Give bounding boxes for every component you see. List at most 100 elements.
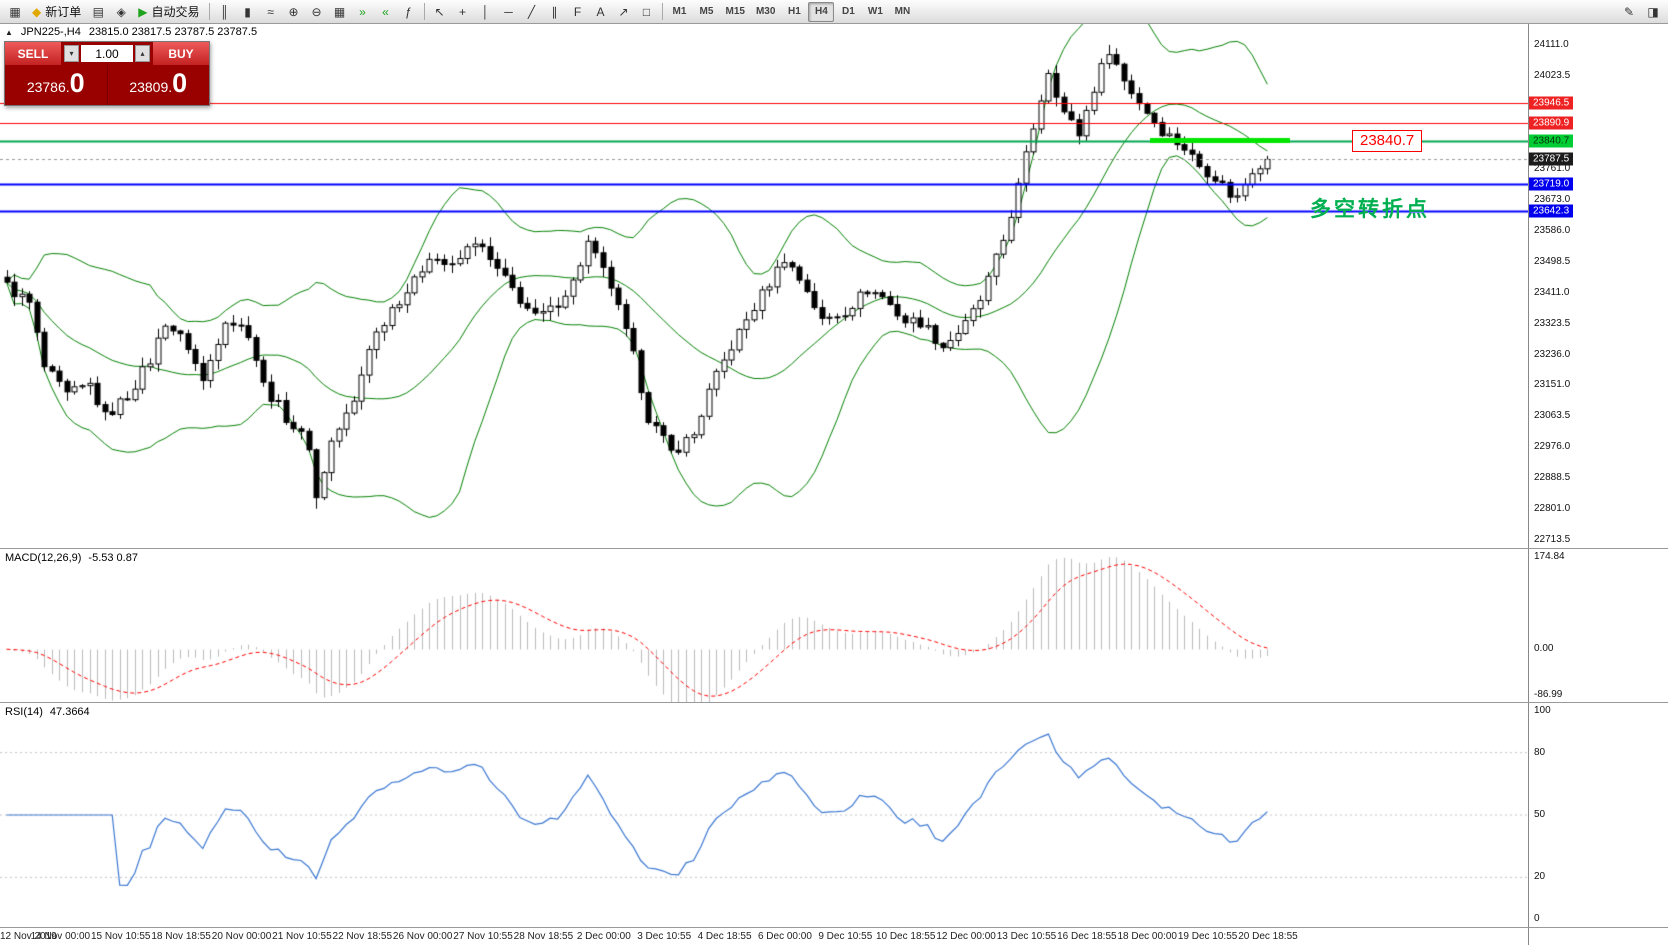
- auto-trading-button[interactable]: ▶ 自动交易: [133, 2, 204, 22]
- volume-input[interactable]: 1.00: [81, 45, 133, 62]
- rsi-value: 47.3664: [49, 706, 90, 718]
- timeframe-m30[interactable]: M30: [755, 6, 776, 17]
- channel-icon: ∥: [551, 4, 558, 19]
- annotation-text[interactable]: 多空转折点: [1310, 197, 1430, 221]
- scale-label: 22801.0: [1534, 502, 1571, 514]
- time-axis-label: 9 Dec 10:55: [818, 931, 873, 942]
- window-list-button[interactable]: ◨: [1642, 2, 1664, 22]
- rsi-pane[interactable]: RSI(14) 47.3664: [0, 703, 1528, 927]
- channel-button[interactable]: ∥: [544, 2, 566, 22]
- tile-windows-button[interactable]: ▦: [329, 2, 351, 22]
- tile-windows-icon: ▦: [333, 4, 346, 19]
- scale-label: 0.00: [1534, 643, 1554, 655]
- bar-chart-button[interactable]: ║: [214, 2, 236, 22]
- timeframe-m5[interactable]: M5: [699, 6, 714, 17]
- auto-scroll-icon: »: [359, 4, 366, 19]
- timeframe-m15[interactable]: M15: [725, 6, 745, 17]
- candlestick-chart-icon: ▮: [244, 4, 251, 19]
- price-chart-canvas[interactable]: [0, 24, 1528, 548]
- cursor-button[interactable]: ↖: [429, 2, 451, 22]
- time-axis-label: 28 Nov 18:55: [513, 931, 574, 942]
- window-list-icon: ◨: [1647, 4, 1659, 19]
- rsi-label: RSI(14) 47.3664: [5, 706, 90, 718]
- chart-symbol-period: JPN225-,H4: [20, 26, 81, 38]
- time-axis[interactable]: 12 Nov 2019 14 Nov 00:00 15 Nov 10:55 18 No…: [0, 928, 1528, 945]
- volume-control: ▾ 1.00 ▴: [61, 42, 153, 65]
- macd-scale[interactable]: 174.84 0.00 -86.99: [1528, 549, 1668, 702]
- indicators-icon: ƒ: [405, 4, 412, 19]
- time-axis-label: 15 Nov 10:55: [91, 931, 151, 942]
- line-chart-button[interactable]: ≈: [260, 2, 282, 22]
- scale-label: 23498.5: [1534, 255, 1571, 267]
- navigator-button[interactable]: ◈: [110, 2, 132, 22]
- toolbar-edit-icon: ✎: [1623, 4, 1635, 19]
- price-tag: 23840.7: [1529, 134, 1574, 148]
- new-order-button[interactable]: ◆ 新订单: [27, 2, 86, 22]
- toolbar-separator: [661, 3, 663, 20]
- trendline-button[interactable]: ╱: [521, 2, 543, 22]
- toolbar-edit-button[interactable]: ✎: [1618, 2, 1640, 22]
- scale-label: 174.84: [1534, 550, 1565, 562]
- buy-price[interactable]: 23809. 0: [106, 65, 210, 105]
- arrow-button[interactable]: ↗: [613, 2, 635, 22]
- time-axis-label: 26 Nov 00:00: [392, 931, 453, 942]
- crosshair-icon: +: [458, 4, 466, 19]
- volume-increase-button[interactable]: ▴: [135, 45, 150, 62]
- macd-pane[interactable]: MACD(12,26,9) -5.53 0.87: [0, 549, 1528, 702]
- buy-button[interactable]: BUY: [153, 42, 209, 65]
- time-axis-label: 12 Dec 00:00: [936, 931, 996, 942]
- sell-price[interactable]: 23786. 0: [5, 65, 107, 105]
- macd-canvas[interactable]: [0, 549, 1528, 702]
- scale-label: 23063.5: [1534, 409, 1571, 421]
- price-callout-label[interactable]: 23840.7: [1352, 129, 1423, 152]
- timeframe-h1[interactable]: H1: [788, 6, 801, 17]
- main-chart-pane[interactable]: ▲ JPN225-,H4 23815.0 23817.5 23787.5 237…: [0, 24, 1528, 548]
- toolbar: ▦ ◆ 新订单 ▤ ◈ ▶ 自动交易 ║ ▮ ≈ ⊕ ⊖ ▦ » « ƒ ↖ + │ ─ ╱ ∥ F A ↗ □ M1 M5 M15 M3…: [0, 0, 1668, 24]
- timeframe-w1[interactable]: W1: [867, 6, 883, 17]
- price-tag: 23946.5: [1529, 96, 1574, 110]
- zoom-out-button[interactable]: ⊖: [306, 2, 328, 22]
- text-button[interactable]: A: [590, 2, 612, 22]
- time-axis-label: 19 Dec 10:55: [1177, 931, 1238, 942]
- time-axis-corner: [1528, 928, 1668, 945]
- sell-button[interactable]: SELL: [5, 42, 61, 65]
- timeframe-m1[interactable]: M1: [672, 6, 687, 17]
- zoom-in-button[interactable]: ⊕: [283, 2, 305, 22]
- horizontal-line-button[interactable]: ─: [498, 2, 520, 22]
- auto-scroll-button[interactable]: »: [352, 2, 374, 22]
- price-tag: 23642.3: [1529, 204, 1574, 218]
- chart-shift-button[interactable]: «: [375, 2, 397, 22]
- timeframe-d1[interactable]: D1: [842, 6, 855, 17]
- chart-ohlc-values: 23815.0 23817.5 23787.5 23787.5: [88, 26, 258, 38]
- fibonacci-icon: F: [573, 4, 582, 19]
- price-tag: 23719.0: [1529, 177, 1574, 191]
- zoom-in-icon: ⊕: [288, 4, 299, 19]
- time-axis-label: 18 Dec 00:00: [1117, 931, 1177, 942]
- new-chart-button[interactable]: ▦: [4, 2, 26, 22]
- auto-trading-icon: ▶: [138, 4, 148, 19]
- rsi-canvas[interactable]: [0, 703, 1528, 927]
- timeframe-h4[interactable]: H4: [808, 1, 835, 22]
- volume-decrease-button[interactable]: ▾: [64, 45, 79, 62]
- price-scale[interactable]: 24111.0 24023.5 23761.0 23673.0 23586.0 23498…: [1528, 24, 1668, 548]
- rsi-subwindow: RSI(14) 47.3664 100 80 50 20 0: [0, 702, 1668, 927]
- time-axis-label: 21 Nov 10:55: [272, 931, 332, 942]
- vertical-line-icon: │: [481, 4, 490, 19]
- text-icon: A: [596, 4, 605, 19]
- new-order-icon: ◆: [32, 4, 42, 19]
- crosshair-button[interactable]: +: [452, 2, 474, 22]
- vertical-line-button[interactable]: │: [475, 2, 497, 22]
- scale-label: 24111.0: [1534, 38, 1569, 50]
- indicators-button[interactable]: ƒ: [398, 2, 420, 22]
- candlestick-chart-button[interactable]: ▮: [237, 2, 259, 22]
- one-click-panel-toggle-icon[interactable]: ▲: [5, 27, 13, 37]
- shapes-button[interactable]: □: [636, 2, 658, 22]
- fibonacci-button[interactable]: F: [567, 2, 589, 22]
- rsi-scale[interactable]: 100 80 50 20 0: [1528, 703, 1668, 927]
- scale-label: -86.99: [1534, 689, 1563, 701]
- cursor-icon: ↖: [434, 4, 445, 19]
- timeframe-mn[interactable]: MN: [894, 6, 911, 17]
- time-axis-label: 13 Dec 10:55: [996, 931, 1057, 942]
- macd-subwindow: MACD(12,26,9) -5.53 0.87 174.84 0.00 -86.9…: [0, 548, 1668, 702]
- market-watch-button[interactable]: ▤: [87, 2, 109, 22]
